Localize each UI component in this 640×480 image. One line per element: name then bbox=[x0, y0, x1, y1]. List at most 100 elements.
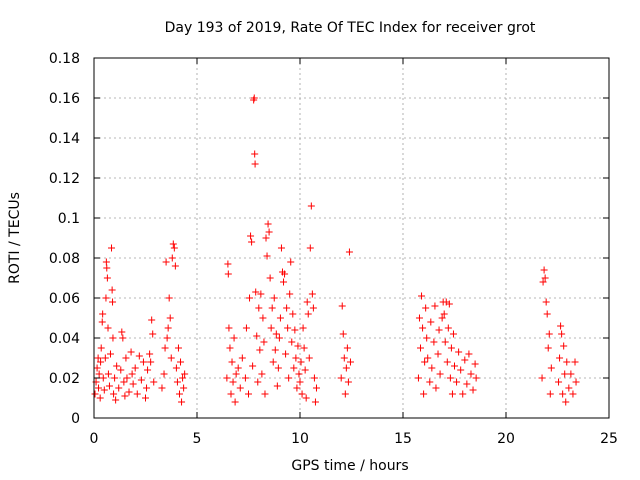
data-point bbox=[166, 314, 174, 322]
data-point bbox=[556, 354, 564, 362]
data-point bbox=[224, 260, 232, 268]
data-point bbox=[543, 310, 551, 318]
data-point bbox=[281, 270, 289, 278]
data-point bbox=[167, 354, 175, 362]
data-point bbox=[259, 314, 267, 322]
data-point bbox=[242, 324, 250, 332]
data-point bbox=[106, 350, 114, 358]
data-point bbox=[305, 354, 313, 362]
data-point bbox=[343, 344, 351, 352]
data-point bbox=[95, 384, 103, 392]
data-point bbox=[147, 358, 155, 366]
data-point bbox=[223, 374, 231, 382]
data-point bbox=[123, 374, 131, 382]
data-point bbox=[139, 358, 147, 366]
data-point bbox=[572, 378, 580, 386]
data-point bbox=[245, 390, 252, 398]
data-point bbox=[414, 374, 422, 382]
plot-frame bbox=[93, 57, 610, 419]
data-point bbox=[297, 358, 305, 366]
data-point bbox=[420, 390, 428, 398]
data-point bbox=[226, 344, 234, 352]
data-point bbox=[457, 366, 465, 374]
data-point bbox=[434, 350, 442, 358]
data-point bbox=[263, 252, 271, 260]
data-point bbox=[91, 390, 99, 398]
data-point bbox=[96, 394, 104, 402]
data-point bbox=[225, 324, 233, 332]
data-point bbox=[127, 348, 135, 356]
data-point bbox=[284, 324, 292, 332]
data-point bbox=[102, 294, 110, 302]
data-point bbox=[463, 380, 471, 388]
data-point bbox=[289, 310, 297, 318]
data-point bbox=[158, 384, 166, 392]
data-point bbox=[95, 370, 103, 378]
data-point bbox=[171, 262, 179, 270]
data-point bbox=[306, 244, 314, 252]
data-point bbox=[310, 374, 318, 382]
data-point bbox=[280, 278, 288, 286]
data-point bbox=[264, 220, 272, 228]
data-point bbox=[135, 352, 143, 360]
data-point bbox=[547, 364, 555, 372]
data-point bbox=[342, 364, 350, 372]
data-point bbox=[472, 374, 480, 382]
data-point bbox=[562, 398, 570, 406]
data-point bbox=[227, 390, 235, 398]
data-point bbox=[105, 382, 113, 390]
data-point bbox=[303, 298, 311, 306]
data-point bbox=[274, 364, 282, 372]
data-point bbox=[111, 374, 119, 382]
data-point bbox=[431, 302, 439, 310]
data-point bbox=[435, 326, 443, 334]
data-point bbox=[257, 290, 265, 298]
data-point bbox=[104, 324, 112, 332]
data-point bbox=[260, 338, 268, 346]
data-point bbox=[438, 314, 446, 322]
data-point bbox=[418, 292, 426, 300]
data-point bbox=[469, 386, 477, 394]
data-point bbox=[426, 378, 434, 386]
data-point bbox=[436, 370, 444, 378]
data-point bbox=[172, 364, 180, 372]
data-point bbox=[267, 324, 275, 332]
data-point bbox=[269, 358, 277, 366]
data-point bbox=[273, 382, 281, 390]
data-point bbox=[283, 304, 291, 312]
data-point bbox=[444, 324, 452, 332]
data-point bbox=[102, 258, 110, 266]
data-point bbox=[236, 384, 244, 392]
y-tick-label: 0.08 bbox=[49, 251, 80, 267]
data-point bbox=[427, 318, 435, 326]
data-point bbox=[445, 300, 453, 308]
data-point bbox=[122, 354, 130, 362]
data-point bbox=[545, 330, 553, 338]
x-tick-label: 25 bbox=[600, 431, 618, 447]
data-point bbox=[109, 334, 117, 342]
data-point bbox=[341, 390, 349, 398]
data-point bbox=[232, 370, 240, 378]
data-point bbox=[419, 324, 427, 332]
data-point bbox=[345, 248, 353, 256]
data-point bbox=[229, 378, 237, 386]
data-point bbox=[266, 274, 274, 282]
data-point bbox=[277, 244, 285, 252]
x-axis-label: GPS time / hours bbox=[291, 458, 408, 474]
data-point bbox=[300, 344, 308, 352]
data-point bbox=[449, 330, 457, 338]
data-point bbox=[560, 342, 568, 350]
data-point bbox=[298, 390, 306, 398]
data-points bbox=[91, 94, 580, 406]
data-point bbox=[112, 396, 120, 404]
data-point bbox=[258, 370, 266, 378]
data-point bbox=[164, 324, 172, 332]
data-point bbox=[251, 160, 259, 168]
y-tick-label: 0.04 bbox=[49, 331, 80, 347]
data-point bbox=[295, 370, 303, 378]
data-point bbox=[160, 370, 168, 378]
data-point bbox=[99, 374, 107, 382]
data-point bbox=[238, 354, 246, 362]
data-point bbox=[451, 362, 458, 370]
data-point bbox=[270, 294, 278, 302]
